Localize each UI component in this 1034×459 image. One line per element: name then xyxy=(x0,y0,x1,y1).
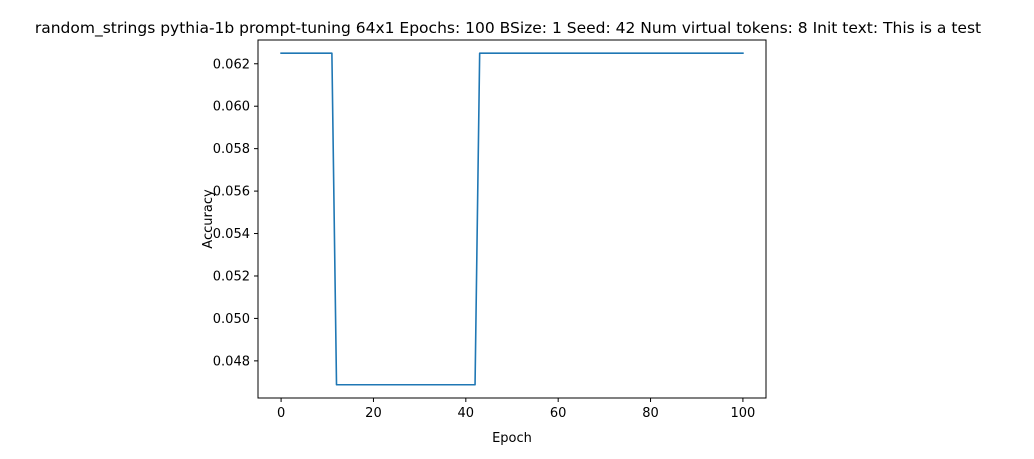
y-tick-label: 0.062 xyxy=(213,57,250,72)
y-tick-label: 0.058 xyxy=(213,142,250,157)
x-tick-label: 20 xyxy=(365,406,382,421)
x-tick-label: 0 xyxy=(277,406,285,421)
y-axis-label: Accuracy xyxy=(201,189,216,249)
x-tick-label: 80 xyxy=(642,406,659,421)
y-tick-label: 0.056 xyxy=(213,185,250,200)
y-tick-label: 0.060 xyxy=(213,100,250,115)
series-layer xyxy=(280,52,744,386)
y-axis: 0.048 0.050 0.052 0.054 0.056 0.058 0.060 0.062 xyxy=(213,57,258,369)
chart-title: random_strings pythia-1b prompt-tuning 6… xyxy=(35,19,981,38)
y-tick-label: 0.052 xyxy=(213,269,250,284)
y-tick-label: 0.050 xyxy=(213,312,250,327)
plot-area xyxy=(257,39,767,399)
x-tick-label: 100 xyxy=(730,406,755,421)
y-tick-label: 0.054 xyxy=(213,227,250,242)
x-tick-label: 40 xyxy=(458,406,475,421)
x-axis-label: Epoch xyxy=(492,431,532,446)
x-tick-label: 60 xyxy=(550,406,567,421)
x-axis: 0 20 40 60 80 100 xyxy=(277,398,755,421)
y-tick-label: 0.048 xyxy=(213,354,250,369)
accuracy-line xyxy=(280,52,744,386)
